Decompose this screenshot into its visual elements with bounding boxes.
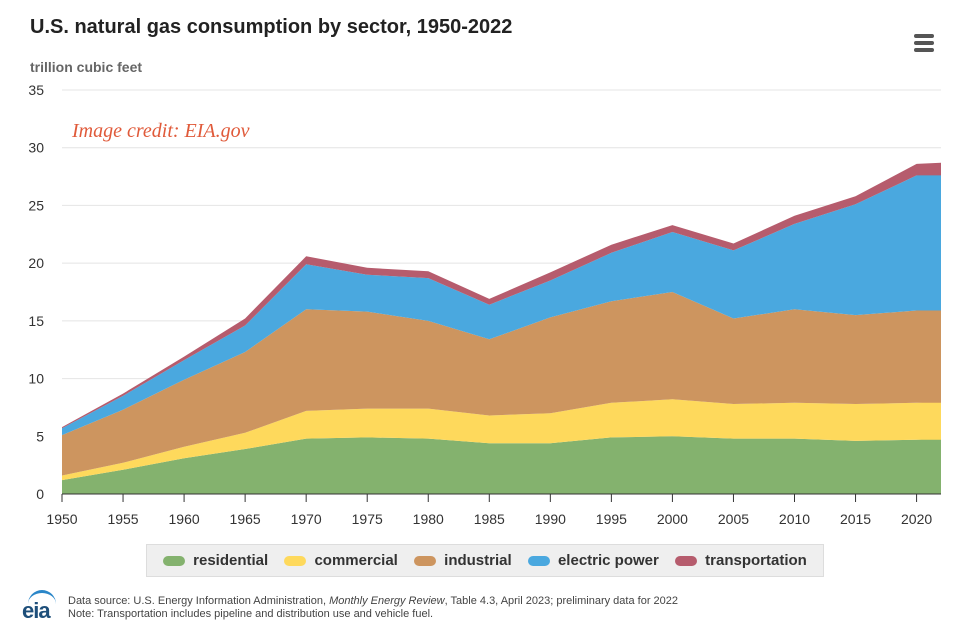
source-prefix: Data source: U.S. Energy Information Adm…: [68, 595, 330, 607]
y-tick-label-20: 20: [28, 255, 44, 271]
x-tick-label-1980: 1980: [413, 511, 444, 527]
x-tick-label-1950: 1950: [46, 511, 77, 527]
y-tick-label-0: 0: [36, 486, 44, 502]
data-source-text: Data source: U.S. Energy Information Adm…: [68, 595, 678, 607]
x-tick-label-2020: 2020: [901, 511, 932, 527]
legend-item-industrial[interactable]: industrial: [414, 552, 512, 569]
eia-logo: eia: [20, 588, 64, 628]
legend-item-electric-power[interactable]: electric power: [527, 552, 659, 569]
y-tick-label-35: 35: [28, 82, 44, 98]
area-electric-power[interactable]: [62, 165, 941, 436]
legend-swatch: [163, 555, 186, 566]
legend-label: residential: [193, 552, 269, 569]
x-tick-label-1995: 1995: [596, 511, 627, 527]
legend-swatch: [284, 555, 307, 566]
x-tick-label-2000: 2000: [657, 511, 688, 527]
area-commercial[interactable]: [62, 399, 941, 481]
footer: eia Data source: U.S. Energy Information…: [20, 588, 940, 628]
logo-arc-icon: [28, 590, 56, 607]
y-tick-label-25: 25: [28, 197, 44, 213]
x-tick-label-1965: 1965: [230, 511, 261, 527]
x-tick-label-1985: 1985: [474, 511, 505, 527]
x-tick-label-1955: 1955: [107, 511, 138, 527]
y-tick-label-5: 5: [36, 428, 44, 444]
legend-swatch: [675, 555, 698, 566]
area-industrial[interactable]: [62, 292, 941, 476]
area-residential[interactable]: [62, 436, 941, 494]
y-tick-label-15: 15: [28, 313, 44, 329]
source-suffix: , Table 4.3, April 2023; preliminary dat…: [444, 595, 679, 607]
legend-item-transportation[interactable]: transportation: [675, 552, 807, 569]
area-transportation[interactable]: [62, 162, 941, 429]
legend-swatch: [527, 555, 550, 566]
legend-label: commercial: [314, 552, 398, 569]
y-axis-label: trillion cubic feet: [30, 59, 143, 75]
x-tick-label-2010: 2010: [779, 511, 810, 527]
image-credit-annotation: Image credit: EIA.gov: [72, 120, 250, 142]
axes: 0 5 10 15 20 25 30 35 1950 1955 1960 1965 1970 1975 19…: [28, 82, 941, 527]
legend-label: industrial: [444, 552, 512, 569]
legend-label: electric power: [557, 552, 659, 569]
x-tick-label-1960: 1960: [169, 511, 200, 527]
y-tick-label-10: 10: [28, 371, 44, 387]
legend-swatch: [414, 555, 437, 566]
chart-plot: 0 5 10 15 20 25 30 35 1950 1955 1960 1965 1970 1975 19…: [28, 82, 941, 527]
legend-item-commercial[interactable]: commercial: [284, 552, 398, 569]
chart-title: U.S. natural gas consumption by sector, …: [30, 16, 513, 38]
stacked-areas: [62, 162, 941, 494]
x-tick-label-1990: 1990: [535, 511, 566, 527]
x-tick-label-1975: 1975: [352, 511, 383, 527]
y-tick-label-30: 30: [28, 140, 44, 156]
legend-item-residential[interactable]: residential: [163, 552, 268, 569]
hamburger-menu-icon[interactable]: [910, 30, 938, 56]
source-title: Monthly Energy Review: [329, 595, 445, 607]
x-tick-label-2015: 2015: [840, 511, 871, 527]
logo-text: eia: [22, 598, 51, 623]
x-tick-label-2005: 2005: [718, 511, 749, 527]
legend-label: transportation: [705, 552, 807, 569]
legend: residential commercial industrial electric …: [146, 544, 824, 577]
note-text: Note: Transportation includes pipeline a…: [68, 608, 434, 620]
x-tick-label-1970: 1970: [291, 511, 322, 527]
